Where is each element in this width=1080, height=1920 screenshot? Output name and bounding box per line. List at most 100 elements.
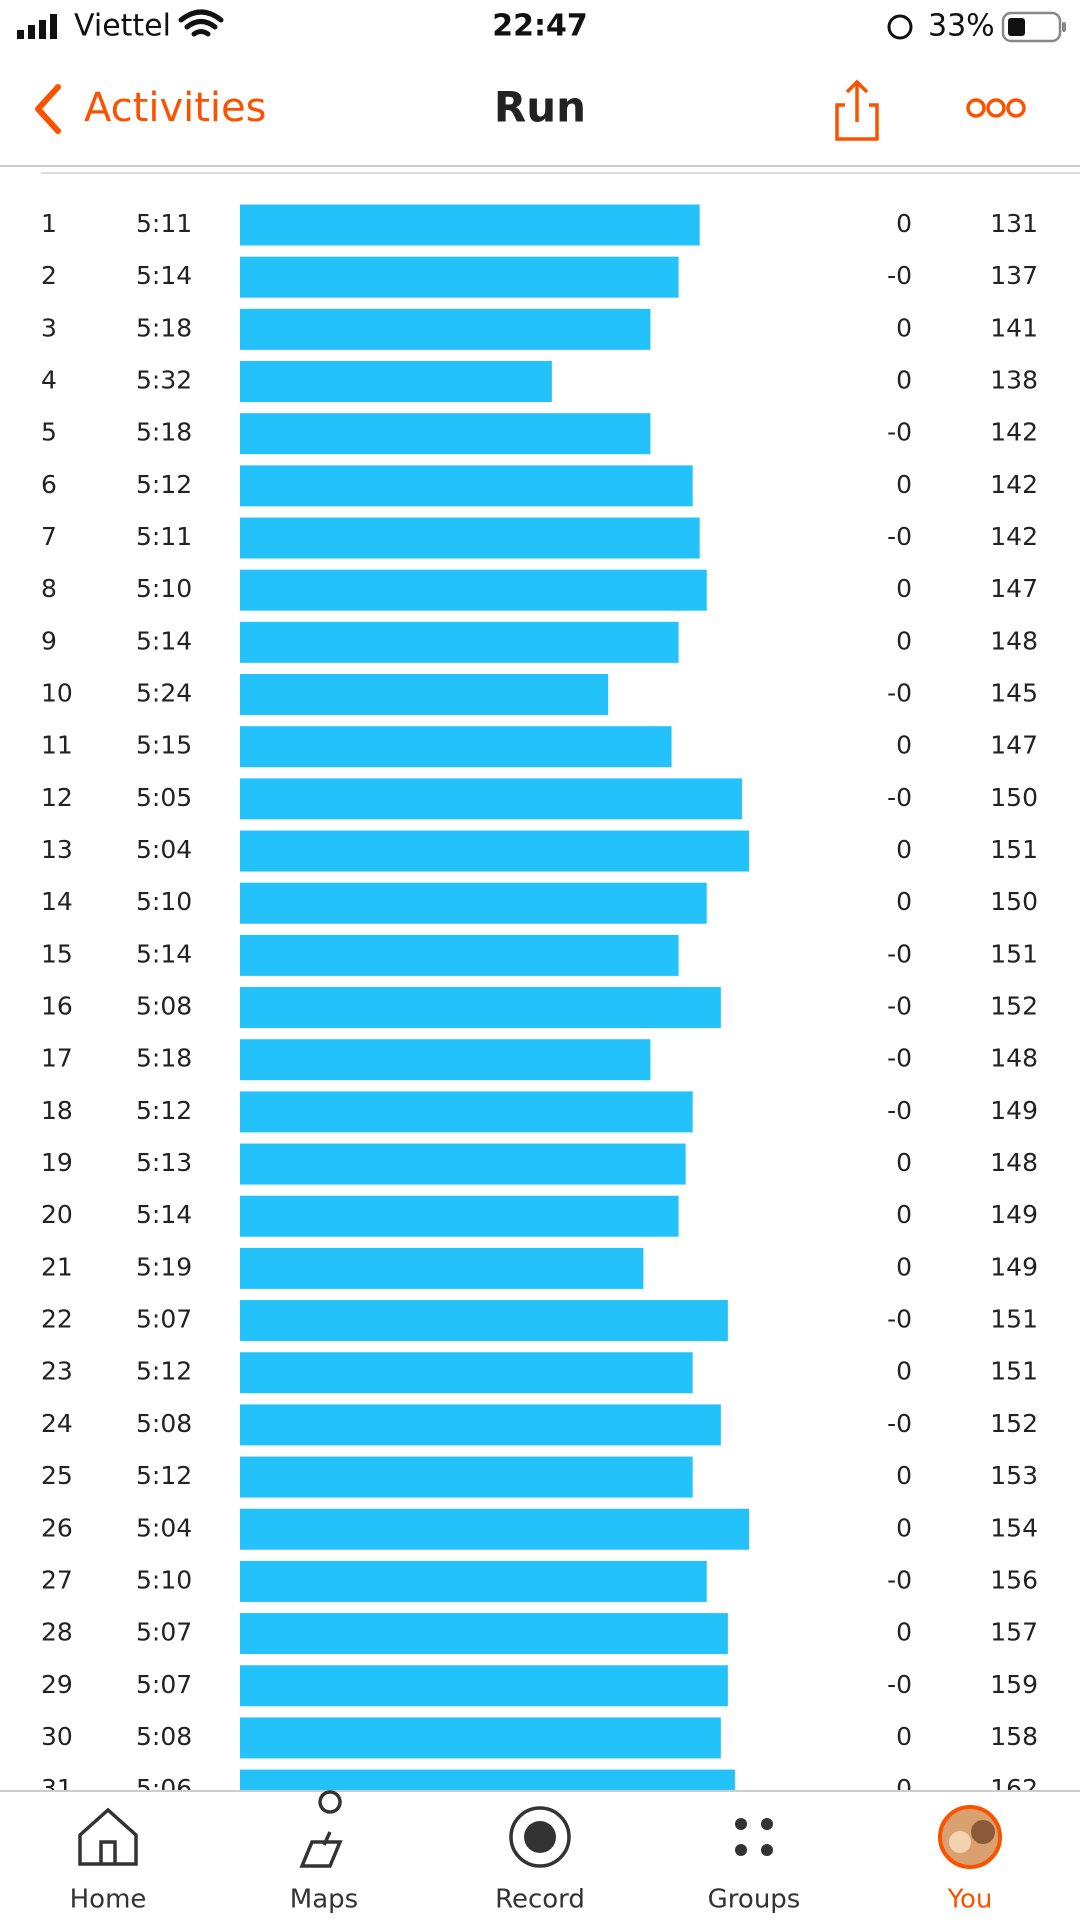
split-elevation: 0 — [896, 887, 912, 916]
back-icon[interactable] — [35, 84, 61, 134]
back-button[interactable]: Activities — [84, 85, 266, 131]
split-elevation: -0 — [887, 418, 912, 447]
split-pace: 5:04 — [136, 1513, 192, 1542]
split-elevation: -0 — [887, 992, 912, 1021]
split-row: 19 5:13 0 148 — [41, 1143, 1038, 1185]
split-km: 31 — [41, 1774, 73, 1803]
split-pace: 5:11 — [136, 522, 192, 551]
split-km: 1 — [41, 209, 57, 238]
pace-bar — [240, 1769, 735, 1791]
pace-bar — [240, 1508, 749, 1550]
split-heart-rate: 151 — [990, 939, 1038, 968]
pace-bar — [240, 413, 651, 455]
pace-bar — [240, 1091, 693, 1133]
split-elevation: 0 — [896, 366, 912, 395]
split-heart-rate: 151 — [990, 1305, 1038, 1334]
split-heart-rate: 148 — [990, 1044, 1038, 1073]
split-pace: 5:10 — [136, 574, 192, 603]
split-row: 15 5:14 -0 151 — [41, 934, 1038, 976]
split-row: 20 5:14 0 149 — [41, 1195, 1038, 1237]
split-elevation: 0 — [896, 731, 912, 760]
split-heart-rate: 145 — [990, 679, 1038, 708]
split-row: 14 5:10 0 150 — [41, 882, 1038, 924]
split-row: 22 5:07 -0 151 — [41, 1300, 1038, 1342]
split-elevation: 0 — [896, 1722, 912, 1751]
split-row: 27 5:10 -0 156 — [41, 1560, 1038, 1602]
split-pace: 5:12 — [136, 1096, 192, 1125]
split-pace: 5:14 — [136, 261, 192, 290]
pace-bar — [240, 1352, 693, 1394]
split-elevation: 0 — [896, 1252, 912, 1281]
pace-bar — [240, 1456, 693, 1498]
split-pace: 5:07 — [136, 1670, 192, 1699]
more-button[interactable] — [966, 98, 1026, 118]
share-button[interactable] — [835, 79, 879, 141]
split-heart-rate: 151 — [990, 1357, 1038, 1386]
split-pace: 5:18 — [136, 1044, 192, 1073]
split-pace: 5:14 — [136, 1200, 192, 1229]
split-pace: 5:18 — [136, 313, 192, 342]
split-heart-rate: 142 — [990, 522, 1038, 551]
split-pace: 5:19 — [136, 1252, 192, 1281]
split-km: 27 — [41, 1565, 73, 1594]
split-pace: 5:24 — [136, 679, 192, 708]
split-pace: 5:32 — [136, 366, 192, 395]
tab-label[interactable]: Maps — [290, 1885, 358, 1915]
split-pace: 5:10 — [136, 1565, 192, 1594]
split-elevation: -0 — [887, 783, 912, 812]
pace-bar — [240, 1560, 707, 1602]
split-row: 7 5:11 -0 142 — [41, 517, 1038, 559]
split-pace: 5:12 — [136, 470, 192, 499]
split-km: 10 — [41, 679, 73, 708]
split-row: 5 5:18 -0 142 — [41, 413, 1038, 455]
split-elevation: 0 — [896, 1461, 912, 1490]
pace-bar — [240, 308, 651, 350]
split-pace: 5:18 — [136, 418, 192, 447]
tab-label[interactable]: Record — [495, 1885, 585, 1915]
split-heart-rate: 149 — [990, 1252, 1038, 1281]
pace-bar — [240, 517, 700, 559]
tab-label[interactable]: You — [947, 1885, 993, 1915]
split-pace: 5:06 — [136, 1774, 192, 1803]
split-pace: 5:11 — [136, 209, 192, 238]
split-heart-rate: 142 — [990, 470, 1038, 499]
split-pace: 5:05 — [136, 783, 192, 812]
pace-bar — [240, 361, 552, 403]
pace-bar — [240, 1247, 644, 1289]
split-row: 25 5:12 0 153 — [41, 1456, 1038, 1498]
split-km: 16 — [41, 992, 73, 1021]
tab-label[interactable]: Groups — [708, 1885, 801, 1915]
pace-bar — [240, 1613, 728, 1655]
split-km: 21 — [41, 1252, 73, 1281]
split-heart-rate: 157 — [990, 1618, 1038, 1647]
split-row: 12 5:05 -0 150 — [41, 778, 1038, 820]
pace-bar — [240, 882, 707, 924]
split-km: 3 — [41, 313, 57, 342]
split-row: 13 5:04 0 151 — [41, 830, 1038, 872]
split-heart-rate: 138 — [990, 366, 1038, 395]
split-heart-rate: 162 — [990, 1774, 1038, 1803]
split-km: 30 — [41, 1722, 73, 1751]
split-km: 20 — [41, 1200, 73, 1229]
split-elevation: -0 — [887, 1044, 912, 1073]
split-km: 15 — [41, 939, 73, 968]
status-bar: Viettel 22:47 33% — [17, 9, 1066, 44]
split-elevation: 0 — [896, 1618, 912, 1647]
split-heart-rate: 149 — [990, 1096, 1038, 1125]
split-pace: 5:14 — [136, 626, 192, 655]
split-pace: 5:14 — [136, 939, 192, 968]
pace-bar — [240, 1039, 651, 1081]
split-heart-rate: 153 — [990, 1461, 1038, 1490]
split-heart-rate: 150 — [990, 887, 1038, 916]
pace-bar — [240, 465, 693, 507]
split-elevation: -0 — [887, 1305, 912, 1334]
battery-percent: 33% — [928, 9, 995, 44]
split-pace: 5:08 — [136, 992, 192, 1021]
tab-label[interactable]: Home — [70, 1885, 147, 1915]
split-km: 28 — [41, 1618, 73, 1647]
split-pace: 5:12 — [136, 1461, 192, 1490]
split-elevation: 0 — [896, 1357, 912, 1386]
split-pace: 5:13 — [136, 1148, 192, 1177]
